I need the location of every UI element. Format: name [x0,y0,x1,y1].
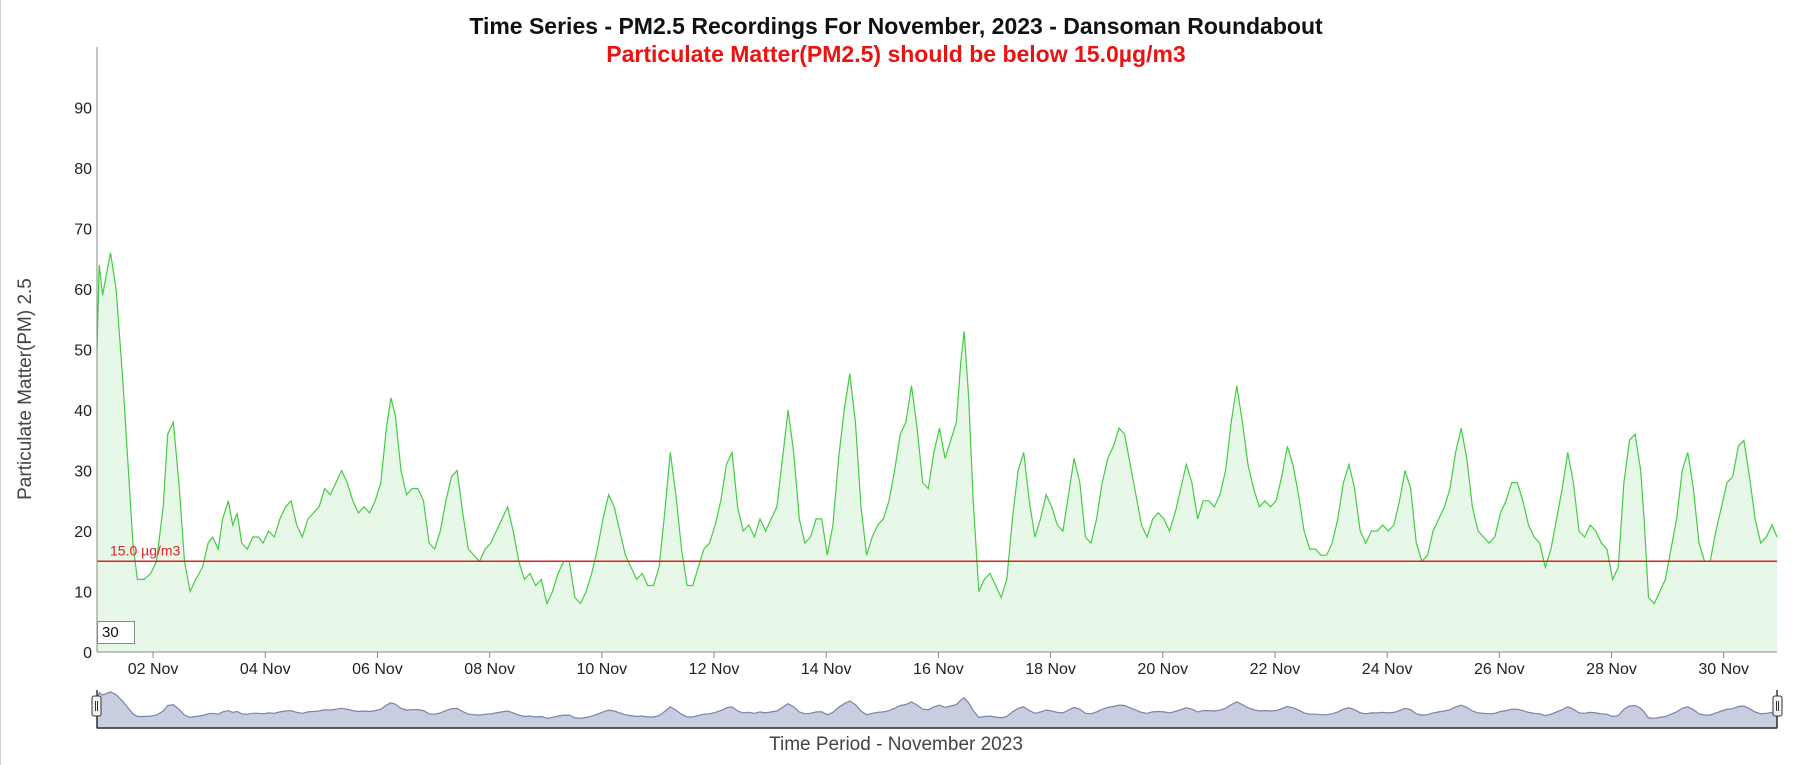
y-axis-ticks: 0 10 20 30 40 50 60 70 80 90 [74,101,92,663]
navigator[interactable] [91,690,1783,729]
y-tick-label: 10 [74,585,92,602]
y-tick-label: 50 [74,343,92,360]
x-tick-label: 04 Nov [240,661,291,678]
pm25-area-fill [97,252,1777,652]
x-tick-label: 26 Nov [1474,661,1525,678]
y-tick-label: 30 [74,464,92,481]
x-tick-label: 08 Nov [464,661,515,678]
x-tick-label: 10 Nov [576,661,627,678]
chart-subtitle: Particulate Matter(PM2.5) should be belo… [606,41,1185,67]
y-tick-label: 0 [83,645,92,662]
x-tick-label: 18 Nov [1025,661,1076,678]
navigator-area [96,691,1778,729]
chart-title: Time Series - PM2.5 Recordings For Novem… [469,13,1323,39]
x-axis-title: Time Period - November 2023 [769,734,1023,755]
frame-border [0,0,1,765]
x-tick-label: 28 Nov [1586,661,1637,678]
y-tick-label: 60 [74,282,92,299]
navigator-right-handle[interactable] [1772,695,1783,717]
x-tick-label: 12 Nov [689,661,740,678]
navigator-left-handle[interactable] [91,695,102,717]
x-tick-label: 24 Nov [1362,661,1413,678]
x-tick-label: 22 Nov [1250,661,1301,678]
y-tick-label: 90 [74,101,92,118]
y-tick-label: 40 [74,403,92,420]
x-tick-label: 06 Nov [352,661,403,678]
y-tick-label: 70 [74,222,92,239]
threshold-label: 15.0 µg/m3 [110,542,181,558]
y-tick-label: 80 [74,161,92,178]
y-axis-title: Particulate Matter(PM) 2.5 [15,278,36,500]
x-tick-label: 30 Nov [1698,661,1749,678]
x-axis-ticks: 02 Nov 04 Nov 06 Nov 08 Nov 10 Nov 12 Nov 14 N… [128,652,1749,678]
x-tick-label: 02 Nov [128,661,179,678]
x-tick-label: 20 Nov [1137,661,1188,678]
x-tick-label: 14 Nov [801,661,852,678]
range-selector-input[interactable]: 30 [97,621,135,644]
x-tick-label: 16 Nov [913,661,964,678]
pm25-series-line [96,252,1778,606]
y-tick-label: 20 [74,524,92,541]
